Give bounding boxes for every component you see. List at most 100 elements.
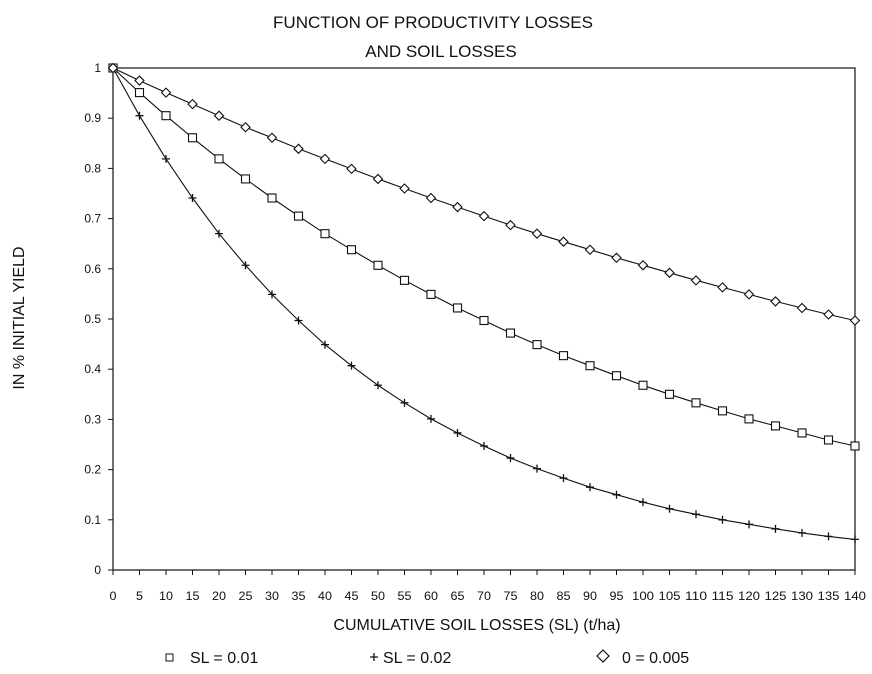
y-tick-label: 0.8 — [84, 161, 101, 175]
chart-title-line-1: FUNCTION OF PRODUCTIVITY LOSSES — [273, 13, 593, 32]
data-point-plus — [771, 524, 780, 533]
data-point-plus — [586, 483, 594, 492]
data-point-plus — [268, 290, 276, 299]
data-point-square — [797, 428, 807, 438]
data-point-plus — [798, 528, 806, 537]
data-point-plus — [824, 532, 833, 541]
data-point-square — [558, 351, 569, 361]
legend-label-sl-001: SL = 0.01 — [190, 650, 258, 667]
x-tick-label: 40 — [318, 589, 332, 603]
x-tick-label: 55 — [398, 589, 412, 603]
data-point-plus — [718, 515, 727, 524]
y-tick-label: 0.2 — [84, 463, 101, 477]
data-point-square — [452, 303, 463, 313]
data-point-plus — [374, 381, 382, 390]
data-point-diamond — [372, 173, 384, 185]
y-tick-label: 1 — [94, 61, 101, 75]
data-point-diamond — [160, 87, 172, 98]
data-point-diamond — [584, 244, 596, 256]
data-point-square — [717, 406, 728, 416]
data-point-diamond — [425, 192, 437, 204]
series-plus — [109, 64, 859, 544]
x-tick-label: 0 — [110, 589, 117, 603]
x-axis-label: CUMULATIVE SOIL LOSSES (SL) (t/ha) — [333, 617, 620, 634]
y-axis: 0 0.1 0.2 0.3 0.4 0.5 0.6 0.7 0.8 0.9 1 — [84, 61, 113, 577]
x-tick-label: 20 — [212, 589, 226, 603]
x-tick-label: 120 — [738, 589, 760, 603]
legend: SL = 0.01 SL = 0.02 0 = 0.005 — [165, 649, 689, 667]
data-point-square — [373, 260, 383, 270]
data-point-plus — [347, 361, 356, 370]
series-line-plus — [112, 67, 856, 540]
data-point-diamond — [770, 296, 781, 307]
data-point-square — [638, 380, 648, 390]
series-layer — [107, 62, 861, 544]
x-tick-label: 130 — [791, 589, 813, 603]
x-tick-label: 95 — [610, 589, 624, 603]
data-point-square — [240, 174, 251, 184]
data-point-square — [585, 361, 595, 371]
x-axis: 0 5 10 15 20 25 30 35 40 45 50 55 60 65 70 75 80 85 90 95 10… — [110, 570, 866, 603]
data-point-diamond — [319, 153, 331, 165]
x-tick-label: 5 — [136, 589, 143, 603]
data-point-plus — [665, 504, 674, 513]
data-point-plus — [745, 520, 753, 529]
y-tick-label: 0.1 — [84, 513, 101, 527]
data-point-square — [293, 211, 304, 221]
data-point-diamond — [823, 309, 834, 320]
x-tick-label: 30 — [265, 589, 279, 603]
series-diamond — [107, 62, 861, 326]
data-point-square — [823, 435, 834, 445]
x-tick-label: 85 — [557, 589, 571, 603]
data-point-diamond — [107, 62, 119, 74]
data-point-square — [399, 275, 410, 285]
y-axis-label: IN % INITIAL YIELD — [11, 246, 28, 389]
series-square — [108, 63, 860, 451]
data-point-square — [320, 229, 330, 239]
legend-label-theta-0005: 0 = 0.005 — [622, 650, 689, 667]
data-point-square — [426, 289, 436, 299]
data-point-square — [532, 340, 542, 350]
data-point-diamond — [717, 282, 728, 293]
data-point-plus — [851, 535, 859, 544]
x-tick-label: 70 — [477, 589, 491, 603]
x-tick-label: 100 — [632, 589, 654, 603]
data-point-plus — [506, 454, 515, 463]
y-tick-label: 0.4 — [84, 362, 101, 376]
y-tick-label: 0.3 — [84, 412, 101, 426]
x-tick-label: 65 — [451, 589, 465, 603]
data-point-diamond — [505, 219, 516, 231]
data-point-diamond — [293, 143, 304, 155]
y-tick-label: 0.9 — [84, 111, 101, 125]
data-point-plus — [639, 498, 647, 507]
series-line-square — [112, 67, 856, 447]
data-point-plus — [612, 490, 621, 499]
y-tick-label: 0.7 — [84, 212, 101, 226]
data-point-plus — [162, 154, 170, 163]
data-point-diamond — [346, 163, 357, 175]
x-tick-label: 15 — [186, 589, 200, 603]
chart-title-line-2: AND SOIL LOSSES — [365, 42, 516, 61]
data-point-plus — [294, 316, 303, 325]
data-point-plus — [559, 474, 568, 483]
data-point-diamond — [399, 183, 410, 194]
data-point-square — [346, 245, 357, 255]
data-point-diamond — [531, 228, 543, 239]
legend-label-sl-002: SL = 0.02 — [383, 650, 451, 667]
x-tick-label: 140 — [844, 589, 866, 603]
data-point-diamond — [240, 121, 251, 133]
x-tick-label: 50 — [371, 589, 385, 603]
data-point-plus — [188, 194, 197, 203]
data-point-diamond — [637, 260, 649, 271]
data-point-square — [664, 389, 675, 399]
x-tick-label: 35 — [292, 589, 306, 603]
data-point-square — [611, 371, 622, 381]
data-point-plus — [241, 261, 250, 270]
data-point-diamond — [743, 289, 755, 300]
data-point-diamond — [849, 315, 861, 326]
series-line-diamond — [112, 67, 856, 322]
data-point-diamond — [266, 132, 278, 144]
data-point-plus — [135, 111, 144, 120]
y-tick-label: 0.5 — [84, 312, 101, 326]
